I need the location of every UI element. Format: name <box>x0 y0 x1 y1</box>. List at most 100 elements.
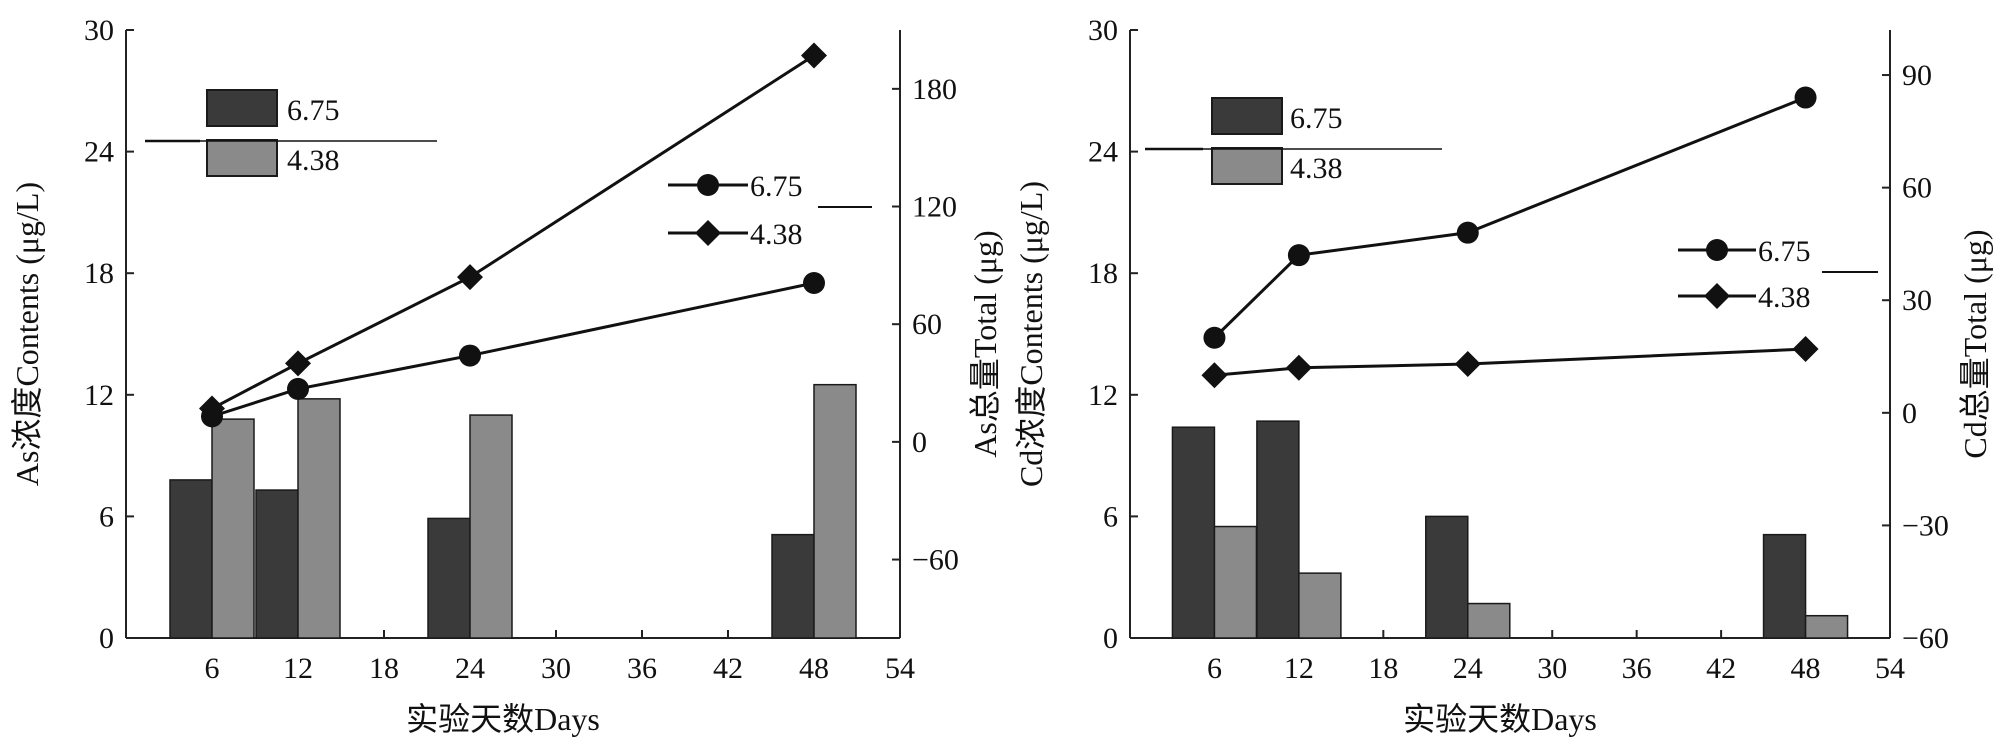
bar <box>297 398 341 639</box>
legend-circle-marker <box>697 174 719 196</box>
bar <box>1762 533 1807 639</box>
legend-bar-label: 4.38 <box>287 144 340 177</box>
y-right-tick-label: 120 <box>912 191 957 224</box>
x-tick-label: 18 <box>1368 652 1398 685</box>
bar <box>169 479 213 639</box>
diamond-point <box>801 42 827 69</box>
y-right-tick-label: 30 <box>1902 284 1932 317</box>
diamond-point <box>1792 336 1819 363</box>
legend-bar-label: 4.38 <box>1290 152 1343 185</box>
y-left-tick-label: 12 <box>84 379 114 412</box>
bar <box>1298 572 1342 639</box>
x-tick-label: 54 <box>1875 652 1905 685</box>
x-tick-label: 24 <box>1453 652 1483 685</box>
legend-line-label: 4.38 <box>750 218 803 251</box>
circle-point <box>1456 221 1479 244</box>
x-tick-label: 42 <box>713 652 743 685</box>
x-axis-title: 实验天数Days <box>406 701 600 737</box>
legend-line-label: 4.38 <box>1758 281 1811 314</box>
y-left-tick-label: 30 <box>1088 14 1118 47</box>
x-tick-label: 12 <box>1284 652 1314 685</box>
x-axis-title: 实验天数Days <box>1403 701 1597 737</box>
diamond-point <box>1201 362 1228 389</box>
legend-bar-label: 6.75 <box>1290 102 1343 135</box>
y-left-tick-label: 6 <box>1103 500 1118 533</box>
y-left-axis-title: Cd浓度Contents (μg/L) <box>1013 181 1049 487</box>
y-right-axis-title: As总量Total (μg) <box>967 230 1003 457</box>
x-tick-label: 6 <box>1207 652 1222 685</box>
bar <box>211 418 255 639</box>
y-right-tick-label: 90 <box>1902 59 1932 92</box>
as-chart: 6 12 18 24 30 36 42 48 54 0 6 12 18 24 30 −60 0 60 120 180 实… <box>9 14 1003 737</box>
y-left-axis-title: As浓度Contents (μg/L) <box>9 182 45 486</box>
bar <box>255 489 299 639</box>
y-left-tick-label: 18 <box>1088 257 1118 290</box>
diamond-point <box>199 395 225 422</box>
legend-line-label: 6.75 <box>1758 235 1811 268</box>
bar <box>1256 420 1300 639</box>
x-tick-label: 24 <box>455 652 485 685</box>
y-left-tick-label: 12 <box>1088 379 1118 412</box>
y-right-tick-label: 60 <box>912 308 942 341</box>
y-right-tick-label: −30 <box>1902 509 1949 542</box>
diamond-point <box>457 264 483 291</box>
bar <box>1425 515 1469 639</box>
bar <box>469 414 513 639</box>
x-tick-label: 36 <box>1622 652 1652 685</box>
series-line <box>211 281 815 418</box>
bar <box>427 517 471 639</box>
circle-point <box>287 377 309 400</box>
y-right-tick-label: −60 <box>1902 622 1949 655</box>
x-tick-label: 18 <box>369 652 399 685</box>
bar <box>1467 602 1511 639</box>
y-right-tick-label: 0 <box>1902 397 1917 430</box>
series-line <box>1214 347 1806 377</box>
bar <box>1213 525 1258 639</box>
y-right-tick-label: 60 <box>1902 172 1932 205</box>
legend-line-label: 6.75 <box>750 170 803 203</box>
y-left-tick-label: 18 <box>84 257 114 290</box>
legend-bar-swatch <box>1211 97 1283 135</box>
legend-bar-swatch <box>1211 147 1283 185</box>
bar <box>771 533 815 639</box>
x-tick-label: 30 <box>541 652 571 685</box>
bar <box>813 383 857 639</box>
x-tick-label: 48 <box>1791 652 1821 685</box>
legend-circle-marker <box>1706 239 1728 261</box>
legend-bar-swatch <box>206 139 278 177</box>
x-tick-label: 6 <box>205 652 220 685</box>
circle-point <box>803 272 825 295</box>
x-tick-label: 42 <box>1706 652 1736 685</box>
cd-chart: 6 12 18 24 30 36 42 48 54 0 6 12 18 24 30 −60 −30 0 30 60 90… <box>1013 14 1993 737</box>
series-line <box>211 54 815 410</box>
x-tick-label: 48 <box>799 652 829 685</box>
x-tick-label: 30 <box>1537 652 1567 685</box>
diamond-point <box>1454 351 1481 378</box>
y-left-tick-label: 24 <box>1088 136 1118 169</box>
legend-bar-label: 6.75 <box>287 94 340 127</box>
y-left-tick-label: 30 <box>84 14 114 47</box>
bar <box>1171 426 1216 639</box>
y-left-tick-label: 6 <box>99 500 114 533</box>
x-tick-label: 54 <box>885 652 915 685</box>
diamond-point <box>285 350 311 377</box>
y-right-tick-label: −60 <box>912 544 959 577</box>
legend-bar-swatch <box>206 89 278 127</box>
circle-point <box>1287 244 1310 267</box>
legend-diamond-marker <box>695 220 721 246</box>
y-right-axis-title: Cd总量Total (μg) <box>1957 229 1993 458</box>
x-tick-label: 12 <box>283 652 313 685</box>
circle-point <box>459 344 481 367</box>
y-left-tick-label: 24 <box>84 136 114 169</box>
diamond-point <box>1285 354 1312 381</box>
y-right-tick-label: 0 <box>912 426 927 459</box>
circle-point <box>1794 86 1817 109</box>
legend-diamond-marker <box>1704 283 1730 309</box>
y-right-tick-label: 180 <box>912 73 957 106</box>
x-tick-label: 36 <box>627 652 657 685</box>
y-left-tick-label: 0 <box>99 622 114 655</box>
series-line <box>1213 96 1807 339</box>
bar <box>1804 614 1849 639</box>
y-left-tick-label: 0 <box>1103 622 1118 655</box>
